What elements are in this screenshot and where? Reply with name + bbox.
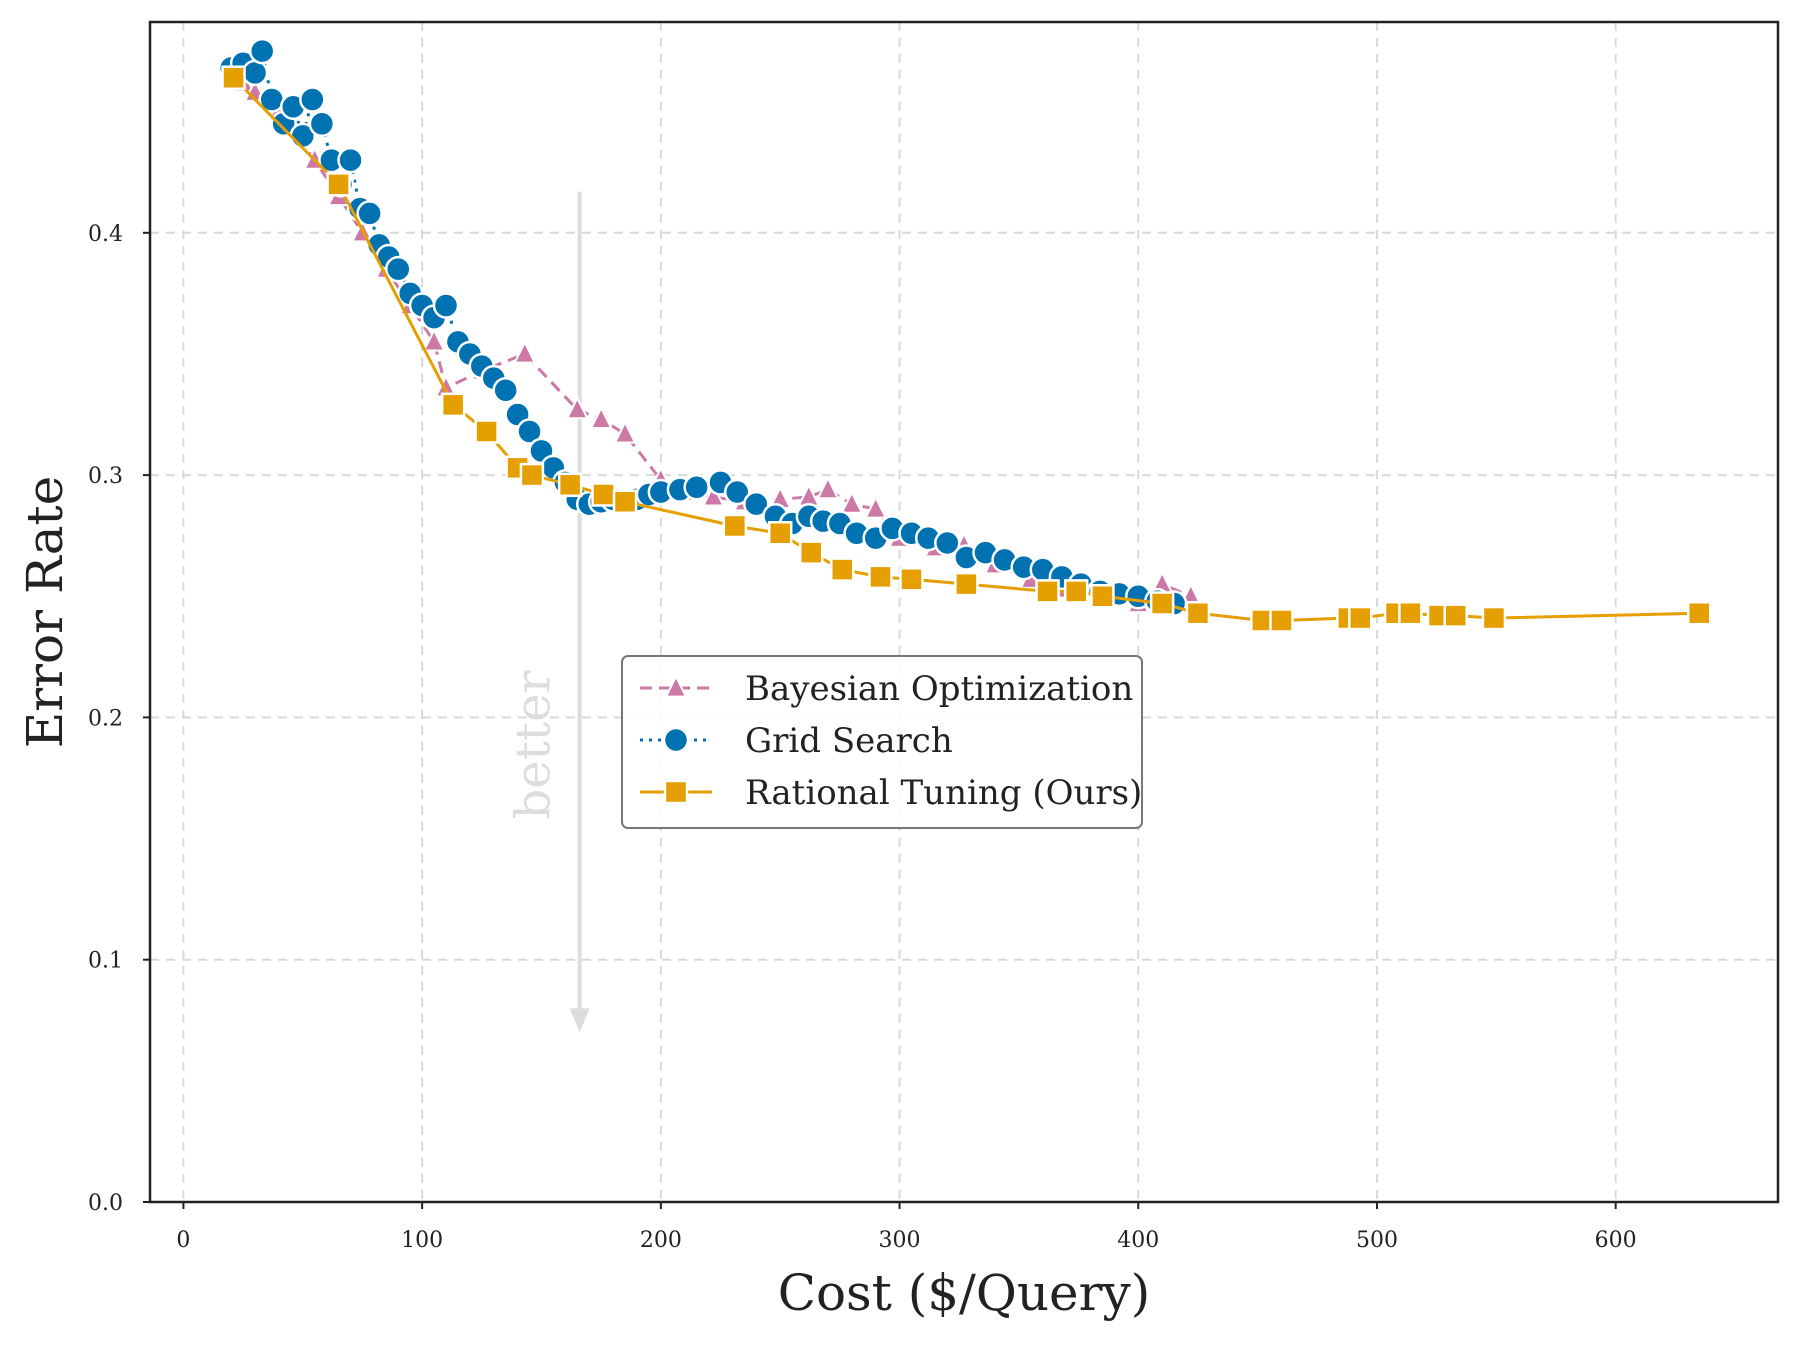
data-point <box>241 59 269 87</box>
plot-frame <box>148 20 1780 1204</box>
legend-label: Rational Tuning (Ours) <box>745 773 1142 813</box>
data-point <box>1686 600 1712 626</box>
data-point <box>337 146 364 174</box>
data-point <box>1481 605 1507 631</box>
series-rational-tuning-ours <box>221 65 1712 633</box>
data-point <box>701 483 725 507</box>
data-point <box>516 418 543 445</box>
x-tick-label: 300 <box>879 1228 921 1253</box>
data-point <box>519 462 545 488</box>
x-tick-label: 400 <box>1117 1228 1159 1253</box>
grid <box>150 22 1778 1203</box>
data-point <box>612 489 638 515</box>
data-point <box>422 328 446 352</box>
data-point <box>830 557 855 582</box>
legend-entry: Rational Tuning (Ours) <box>640 773 1142 813</box>
data-point <box>557 472 583 498</box>
better-annotation: better <box>506 191 590 1033</box>
data-point <box>767 521 793 546</box>
data-point <box>356 200 383 227</box>
data-point <box>1035 579 1060 604</box>
data-point <box>248 37 276 65</box>
data-point <box>432 292 460 319</box>
data-point <box>591 482 616 507</box>
data-point <box>723 478 751 506</box>
legend: Bayesian Optimization Grid Search Rational… <box>621 655 1143 829</box>
data-point <box>683 473 710 501</box>
y-tick-label: 0.3 <box>88 464 123 489</box>
data-point <box>722 513 748 539</box>
y-axis-label: Error Rate <box>16 476 74 749</box>
legend-entry: Grid Search <box>640 721 953 761</box>
data-point <box>1398 600 1423 626</box>
x-tick-label: 200 <box>640 1228 682 1253</box>
data-point <box>816 475 840 500</box>
data-point <box>1063 579 1089 604</box>
data-point <box>1149 591 1175 616</box>
data-point <box>221 65 246 90</box>
legend-marker <box>664 674 688 698</box>
x-tick-label: 100 <box>401 1228 443 1253</box>
data-point <box>326 172 351 197</box>
legend-label: Grid Search <box>745 721 953 761</box>
data-point <box>899 567 924 592</box>
better-arrow-head <box>569 1008 590 1033</box>
data-point <box>474 419 499 444</box>
x-tick-label: 500 <box>1356 1228 1398 1253</box>
better-label: better <box>506 670 562 819</box>
data-point <box>440 392 466 418</box>
data-point <box>864 495 888 519</box>
data-point <box>1269 608 1294 633</box>
data-point <box>385 255 412 283</box>
data-point <box>565 395 589 420</box>
legend-entry: Bayesian Optimization <box>640 669 1133 709</box>
data-point <box>1185 600 1211 626</box>
data-point <box>798 540 824 565</box>
y-tick-label: 0.4 <box>88 222 123 247</box>
data-point <box>1348 605 1373 631</box>
y-tick-label: 0.0 <box>88 1191 123 1216</box>
data-point <box>840 490 864 514</box>
x-axis-label: Cost ($/Query) <box>778 1264 1151 1322</box>
data-point <box>299 86 326 113</box>
legend-label: Bayesian Optimization <box>745 669 1133 709</box>
y-tick-label: 0.1 <box>88 949 123 974</box>
data-point <box>513 340 537 364</box>
data-point <box>1443 603 1468 628</box>
data-point <box>868 564 893 590</box>
axis-ticks: 0 100 200 300 400 500 600 0.0 0.1 0.2 0.3 0.4 <box>88 222 1637 1253</box>
data-point <box>308 110 336 138</box>
data-point <box>743 490 770 518</box>
series-layer <box>217 37 1712 633</box>
legend-marker <box>663 779 689 805</box>
data-point <box>954 571 979 597</box>
data-point <box>1090 584 1115 609</box>
x-tick-label: 600 <box>1595 1228 1637 1253</box>
legend-box <box>621 655 1143 829</box>
data-point <box>589 405 613 429</box>
data-point <box>492 377 519 404</box>
x-tick-label: 0 <box>176 1228 190 1253</box>
data-point <box>934 529 961 557</box>
y-tick-label: 0.2 <box>88 706 123 731</box>
legend-marker <box>662 726 690 754</box>
data-point <box>613 420 637 444</box>
